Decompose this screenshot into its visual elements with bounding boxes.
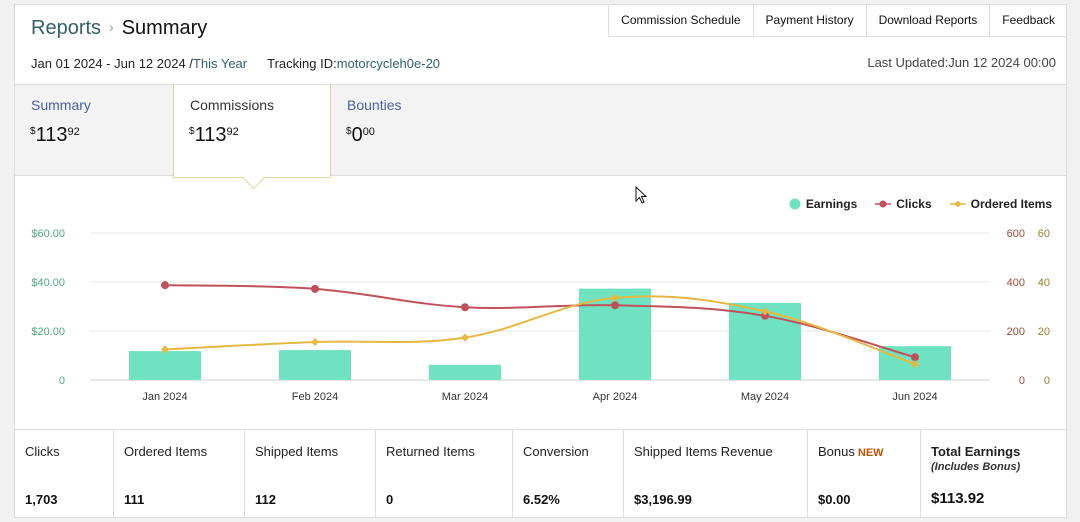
new-badge: NEW [857, 447, 884, 459]
tracking-id-label: Tracking ID: [267, 56, 337, 71]
point-ordered-items [761, 307, 769, 316]
stat-conversion: Conversion 6.52% [513, 430, 624, 518]
point-clicks [161, 281, 169, 290]
earnings-chart: $60.00$40.00$20.00060040020006040200Jan … [31, 228, 1050, 403]
x-tick-label: Jan 2024 [142, 391, 187, 403]
stat-bonus: Bonus NEW $0.00 [808, 430, 921, 518]
chevron-right-icon: › [109, 19, 114, 35]
legend-clicks[interactable]: Clicks [875, 197, 932, 211]
feedback-button[interactable]: Feedback [989, 5, 1067, 36]
x-tick-label: Feb 2024 [292, 391, 338, 403]
y-right-items-tick-label: 60 [1038, 228, 1050, 240]
tab-bounties[interactable]: Bounties $000 [331, 85, 491, 175]
x-tick-label: Apr 2024 [593, 391, 638, 403]
tracking-id-selector[interactable]: motorcycleh0e-20 [336, 56, 441, 71]
bar-earnings [129, 351, 201, 380]
earnings-tabs: Summary $11392 Commissions $11392 Bounti… [15, 84, 1066, 204]
legend-clicks-marker [875, 200, 892, 208]
point-ordered-items [311, 338, 319, 347]
tab-commissions-amount: $11392 [189, 124, 239, 146]
y-right-items-tick-label: 20 [1038, 326, 1050, 338]
payment-history-button[interactable]: Payment History [752, 5, 866, 36]
point-clicks [911, 353, 919, 362]
tab-commissions-label: Commissions [190, 97, 275, 113]
y-left-tick-label: 0 [59, 375, 65, 387]
breadcrumb: Reports › Summary [31, 17, 207, 40]
breadcrumb-reports-link[interactable]: Reports [31, 17, 102, 39]
point-ordered-items [161, 345, 169, 354]
bar-earnings [429, 364, 501, 380]
stat-ordered-items: Ordered Items 111 [114, 430, 245, 518]
report-panel: Reports › Summary Commission Schedule Paym… [14, 4, 1067, 518]
stats-bar: Clicks 1,703 Ordered Items 111 Shipped Ite… [15, 429, 1066, 518]
tab-summary[interactable]: Summary $11392 [15, 85, 173, 175]
line-clicks [164, 284, 916, 359]
legend-earnings-marker [789, 198, 801, 210]
tab-bounties-label: Bounties [347, 97, 402, 113]
y-left-tick-label: $40.00 [31, 277, 65, 289]
point-clicks [461, 303, 469, 312]
tab-bounties-amount: $000 [346, 124, 375, 146]
stat-shipped-items: Shipped Items 112 [245, 430, 376, 518]
stat-total-earnings: Total Earnings (Includes Bonus) $113.92 [931, 444, 1021, 507]
date-range-row: Jan 01 2024 - Jun 12 2024 /This Year Trac… [31, 56, 440, 71]
legend-earnings[interactable]: Earnings [789, 197, 857, 211]
y-right-clicks-tick-label: 0 [1019, 375, 1025, 387]
point-clicks [761, 311, 769, 320]
y-right-clicks-tick-label: 400 [1007, 277, 1025, 289]
stat-returned-items: Returned Items 0 [376, 430, 513, 518]
period-selector[interactable]: This Year [192, 56, 248, 71]
tab-commissions[interactable]: Commissions $11392 [173, 85, 331, 190]
y-right-clicks-tick-label: 600 [1007, 228, 1025, 240]
point-ordered-items [611, 293, 619, 302]
tab-summary-label: Summary [31, 97, 91, 113]
date-range: Jan 01 2024 - Jun 12 2024 / [31, 56, 193, 71]
point-ordered-items [911, 360, 919, 369]
bar-earnings [279, 350, 351, 380]
x-tick-label: Mar 2024 [442, 391, 488, 403]
download-reports-button[interactable]: Download Reports [865, 5, 990, 36]
y-right-clicks-tick-label: 200 [1007, 326, 1025, 338]
x-tick-label: May 2024 [741, 391, 789, 403]
point-clicks [311, 284, 319, 293]
point-ordered-items [461, 333, 469, 342]
tab-summary-amount: $11392 [30, 124, 80, 146]
y-left-tick-label: $60.00 [31, 228, 65, 240]
last-updated: Last Updated:Jun 12 2024 00:00 [867, 55, 1056, 70]
stat-clicks: Clicks 1,703 [15, 430, 114, 518]
page-title: Summary [121, 17, 208, 39]
y-right-items-tick-label: 0 [1044, 375, 1050, 387]
line-ordered-items [164, 295, 916, 366]
y-right-items-tick-label: 40 [1038, 277, 1050, 289]
top-nav: Commission Schedule Payment History Down… [608, 5, 1067, 37]
legend-ordered-items-marker [949, 200, 966, 208]
point-clicks [611, 301, 619, 310]
x-tick-label: Jun 2024 [892, 391, 937, 403]
legend-ordered-items[interactable]: Ordered Items [949, 197, 1052, 211]
mouse-pointer-icon [635, 186, 648, 204]
commission-schedule-button[interactable]: Commission Schedule [608, 5, 752, 36]
chart-legend: Earnings Clicks Ordered Items [789, 197, 1052, 211]
y-left-tick-label: $20.00 [31, 326, 65, 338]
stat-shipped-items-revenue: Shipped Items Revenue $3,196.99 [624, 430, 808, 518]
